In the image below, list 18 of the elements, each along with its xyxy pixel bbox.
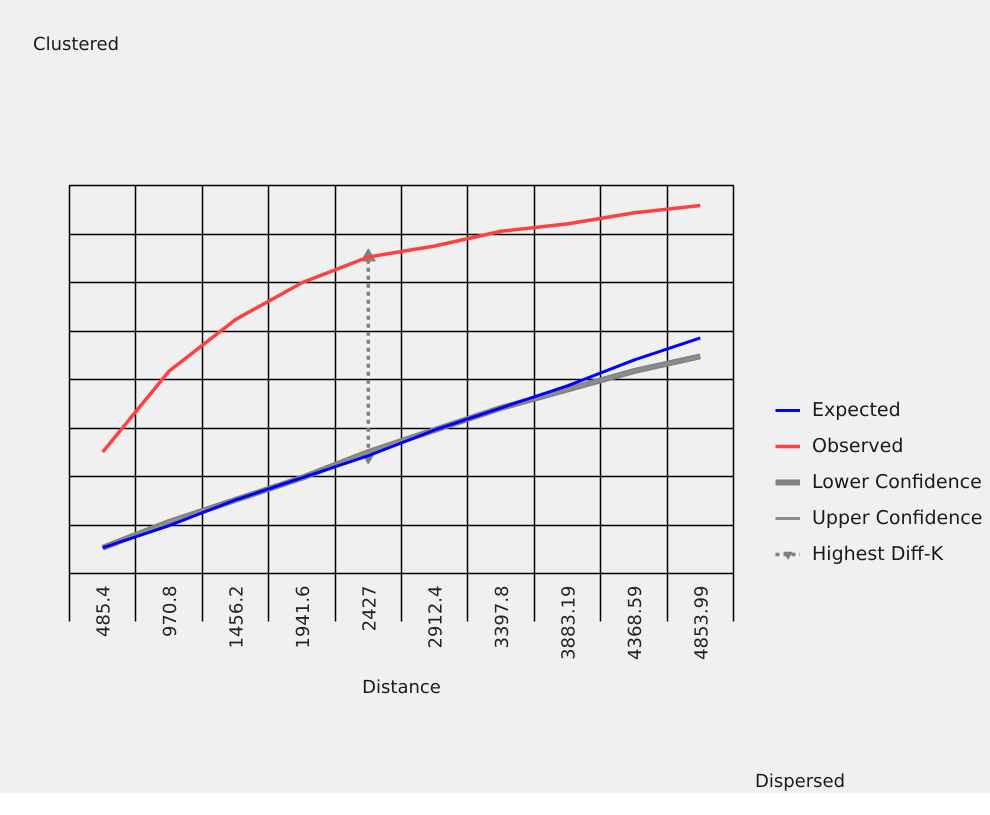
legend-label: Highest Diff-K — [812, 543, 944, 565]
x-axis-title: Distance — [362, 676, 441, 698]
text: Dispersed — [754, 771, 846, 793]
x-tick-label: 970.8 — [160, 586, 182, 638]
x-tick-label: 1456.2 — [226, 586, 248, 648]
x-tick-label: 3397.8 — [492, 586, 514, 648]
x-tick-label: 485.4 — [94, 586, 115, 638]
legend-label: Expected — [812, 399, 901, 421]
legend-label: Lower Confidence — [812, 471, 982, 493]
x-tick-label: 3883.19 — [558, 585, 580, 660]
x-tick-label: 4368.59 — [624, 585, 646, 660]
x-tick-label: 1941.6 — [292, 586, 314, 648]
legend-label: Upper Confidence — [812, 507, 982, 529]
x-tick-label: 2912.4 — [426, 586, 447, 648]
x-tick-label: 2427 — [359, 585, 380, 632]
text: Clustered — [33, 34, 119, 56]
legend-label: Observed — [812, 435, 904, 457]
x-tick-label: 4853.99 — [691, 585, 712, 660]
